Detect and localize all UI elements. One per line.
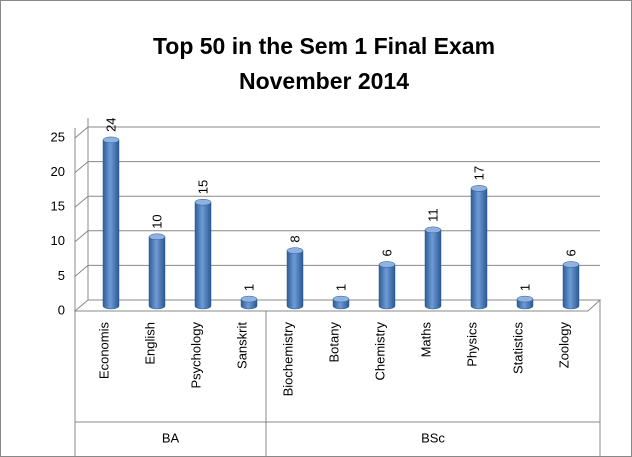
x-tick-label: Zoology [556, 322, 571, 369]
grid-line [74, 195, 600, 208]
value-label: 6 [379, 249, 394, 256]
x-tick-label: Sanskrit [234, 322, 249, 369]
chart-title: November 2014 [239, 68, 409, 94]
value-label: 24 [103, 117, 118, 131]
bar [286, 247, 304, 310]
bar [240, 295, 258, 310]
bar [424, 226, 442, 310]
value-label: 11 [425, 208, 440, 222]
x-tick-label: Botany [326, 322, 341, 363]
x-tick-label: Statistics [510, 322, 525, 375]
bar [194, 198, 212, 310]
bar [562, 261, 580, 310]
y-tick-label: 25 [51, 129, 65, 144]
value-label: 15 [195, 180, 210, 194]
value-label: 10 [149, 214, 164, 228]
value-label: 6 [563, 249, 578, 256]
x-tick-label: Biochemistry [280, 322, 295, 397]
bar [378, 261, 396, 310]
x-tick-label: Economis [96, 322, 111, 380]
y-tick-label: 5 [58, 268, 65, 283]
group-label: BA [162, 430, 180, 445]
x-tick-label: Psychology [188, 322, 203, 389]
bar [148, 233, 166, 310]
bar [470, 185, 488, 310]
y-tick-label: 0 [58, 302, 65, 317]
y-tick-label: 10 [51, 233, 65, 248]
x-tick-label: Physics [464, 322, 479, 367]
value-label: 1 [517, 284, 532, 291]
value-label: 1 [241, 284, 256, 291]
grid-line [74, 161, 600, 173]
y-tick-label: 20 [51, 164, 65, 179]
chart-title: Top 50 in the Sem 1 Final Exam [153, 33, 495, 59]
x-tick-label: English [142, 322, 157, 365]
bar [516, 295, 534, 310]
y-tick-label: 15 [51, 199, 65, 214]
bar [102, 136, 120, 310]
value-label: 8 [287, 235, 302, 242]
grid-line [74, 126, 600, 139]
value-label: 17 [471, 166, 486, 180]
value-label: 1 [333, 284, 348, 291]
bar [332, 295, 350, 310]
group-label: BSc [421, 430, 445, 445]
x-tick-label: Maths [418, 322, 433, 358]
x-tick-label: Chemistry [372, 322, 387, 381]
